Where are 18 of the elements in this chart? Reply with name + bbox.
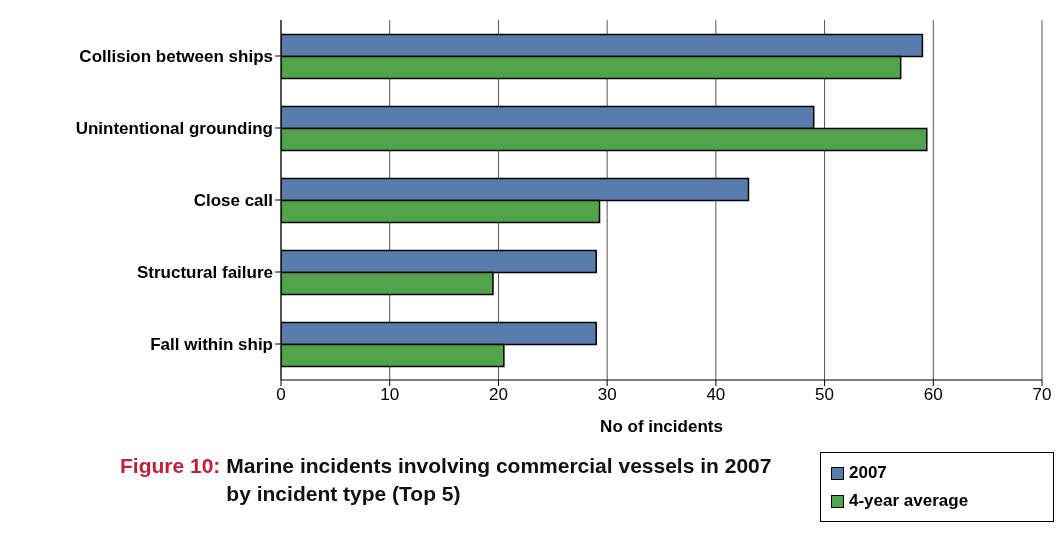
y-tick-label: Unintentional grounding	[75, 119, 273, 139]
x-tick-label: 70	[1032, 385, 1052, 405]
y-tick-label: Fall within ship	[150, 335, 273, 355]
text: Marine incidents involving commercial vessels in 2007 by incident type (Top 5)	[226, 453, 773, 507]
x-tick-label: 50	[815, 385, 835, 405]
y-tick-label: Structural failure	[136, 263, 273, 283]
x-tick-label: 20	[488, 385, 508, 405]
x-axis-title: No of incidents	[600, 417, 723, 436]
x-tick-label: 10	[380, 385, 400, 405]
legend-label: 2007	[849, 462, 887, 484]
x-tick-label: 60	[923, 385, 943, 405]
y-tick-label: Close call	[193, 191, 273, 211]
x-tick-label: 30	[597, 385, 617, 405]
x-tick-label: 0	[276, 385, 286, 405]
x-tick-label: 40	[706, 385, 726, 405]
y-tick-label: Collision between ships	[79, 47, 273, 67]
text: Figure 10:	[120, 453, 221, 479]
legend-label: 4-year average	[849, 490, 969, 512]
